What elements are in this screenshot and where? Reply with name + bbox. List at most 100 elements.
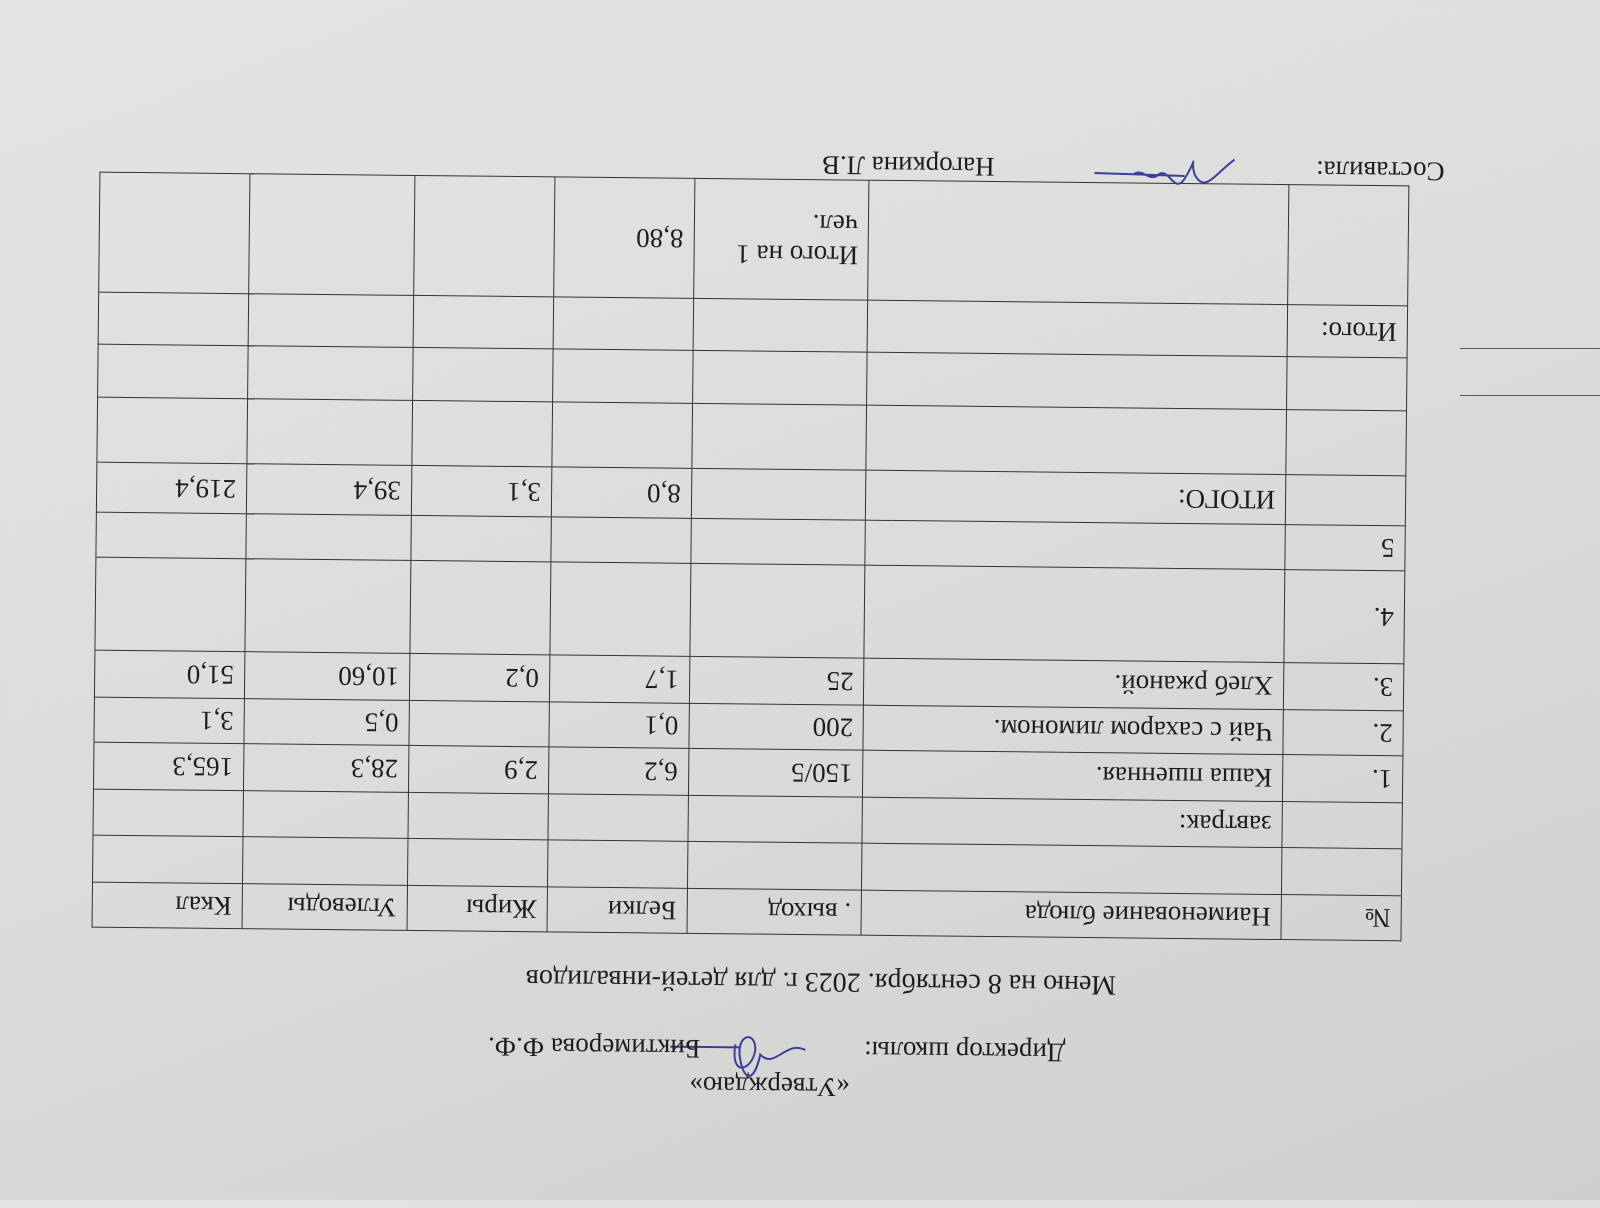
table-cell <box>549 561 691 657</box>
table-cell: Каша пшенная. <box>862 750 1283 802</box>
table-cell: 3,1 <box>411 465 552 517</box>
table-cell: 0,1 <box>548 701 690 749</box>
table-cell: 1. <box>1282 754 1403 803</box>
table-cell <box>98 292 249 346</box>
menu-table: № Наименование блюда. выход Белки Жиры Углев… <box>92 172 1410 942</box>
table-cell <box>95 512 247 559</box>
table-cell <box>244 558 411 654</box>
table-cell <box>407 792 549 840</box>
table-cell <box>547 793 689 842</box>
table-cell <box>246 398 413 466</box>
table-cell <box>865 520 1286 570</box>
table-cell <box>1281 847 1402 896</box>
table-cell <box>248 173 415 296</box>
table-cell <box>691 403 868 471</box>
table-cell <box>1287 184 1409 306</box>
table-cell: 0,2 <box>409 653 550 702</box>
table-cell <box>412 347 553 402</box>
table-cell: 3. <box>1283 662 1404 711</box>
table-cell: 51,0 <box>94 650 245 699</box>
table-cell <box>94 557 246 652</box>
table-cell <box>413 175 555 297</box>
table-cell <box>690 468 867 521</box>
table-cell <box>552 296 694 351</box>
table-cell: Итого на 1 чел. <box>693 178 870 301</box>
table-cell <box>550 516 691 564</box>
table-cell <box>408 700 550 747</box>
table-cell <box>242 836 408 886</box>
table-cell: завтрак: <box>862 797 1283 848</box>
table-cell <box>692 298 869 353</box>
table-cell <box>551 401 693 469</box>
table-cell: Чай с сахаром лимоном. <box>863 705 1284 755</box>
table-cell <box>97 344 249 399</box>
table-cell: 0,5 <box>243 698 410 746</box>
table-cell: Углеводы <box>241 883 408 931</box>
table-cell <box>1285 474 1406 526</box>
table-cell: 10,60 <box>244 651 410 701</box>
table-cell: 25 <box>689 656 865 706</box>
table-cell <box>412 295 554 349</box>
table-cell <box>410 515 552 562</box>
table-cell <box>689 563 866 659</box>
table-cell: Жиры <box>406 885 548 932</box>
table-cell <box>864 565 1285 663</box>
director-name: Биктимерова Ф.Ф. <box>487 1031 701 1064</box>
table-cell: 3,1 <box>93 697 245 744</box>
table-cell <box>867 352 1288 410</box>
table-cell <box>92 835 243 884</box>
table-cell <box>690 518 866 566</box>
table-row: 4. <box>94 557 1405 664</box>
table-cell: 150/5 <box>688 748 864 798</box>
table-cell: 2. <box>1282 709 1404 756</box>
table-cell <box>687 795 863 844</box>
table-cell: 200 <box>688 703 864 751</box>
table-cell <box>407 838 548 887</box>
table-cell: № <box>1281 894 1402 941</box>
table-cell: 4. <box>1283 569 1405 664</box>
table-cell <box>409 560 551 655</box>
table-cell: Ккал <box>92 882 243 929</box>
background-line <box>1460 395 1600 396</box>
compiler-name: Нагоркина Л.В <box>821 150 995 183</box>
table-cell <box>552 348 693 404</box>
table-cell <box>247 345 413 401</box>
table-cell <box>92 789 244 837</box>
table-cell <box>96 397 248 464</box>
table-cell: ИТОГО: <box>865 470 1286 525</box>
table-cell: 8,80 <box>553 176 695 299</box>
table-cell: 28,3 <box>243 743 409 793</box>
table-cell: Хлеб ржаной. <box>863 658 1284 710</box>
table-cell: 219,4 <box>96 462 247 514</box>
table-cell <box>692 350 868 406</box>
table-cell <box>867 300 1288 357</box>
table-cell: 5 <box>1284 524 1406 571</box>
table-cell <box>242 790 409 839</box>
director-signature <box>670 1036 806 1077</box>
table-cell: 165,3 <box>93 742 244 791</box>
table-cell: 39,4 <box>246 463 412 516</box>
table-cell: 1,7 <box>549 654 690 704</box>
table-cell: 6,2 <box>548 746 689 796</box>
table-cell <box>98 172 250 294</box>
table-cell <box>687 841 863 891</box>
table-cell <box>547 839 688 889</box>
table-cell: Белки <box>546 886 688 934</box>
table-cell: 8,0 <box>551 466 692 519</box>
table-cell: Наименование блюда <box>861 890 1282 940</box>
table-cell <box>245 513 412 561</box>
table-cell <box>1286 356 1408 411</box>
table-cell <box>1285 409 1407 476</box>
table-cell <box>861 843 1282 895</box>
background-line <box>1460 348 1600 349</box>
table-cell <box>1281 801 1403 849</box>
table-cell: Итого: <box>1287 304 1408 358</box>
table-cell: . выход <box>686 888 862 936</box>
table-row <box>96 397 1407 476</box>
table-cell <box>866 405 1287 475</box>
menu-title: Меню на 8 сентября. 2023 г. для детей-ин… <box>525 963 1117 1001</box>
table-cell <box>411 400 553 467</box>
director-label: Директор школы: <box>864 1035 1066 1068</box>
compiled-label: Составила: <box>1315 155 1445 187</box>
